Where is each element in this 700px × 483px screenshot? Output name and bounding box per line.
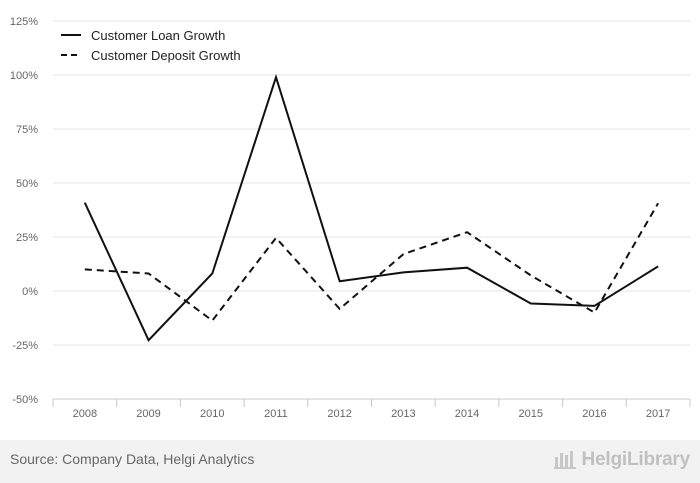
y-tick-label: 100% (10, 70, 38, 82)
series-line-customer-loan-growth (83, 73, 659, 342)
x-tick-label: 2014 (455, 408, 479, 420)
data-point (274, 75, 278, 79)
data-point (147, 338, 151, 342)
x-tick-label: 2015 (519, 408, 543, 420)
legend: Customer Loan Growth Customer Deposit Gro… (61, 28, 241, 63)
y-tick-label: -50% (12, 394, 38, 406)
x-axis (52, 398, 691, 407)
data-point (592, 311, 596, 315)
data-point (147, 272, 151, 276)
series-lines (83, 73, 660, 342)
x-tick-label: 2010 (200, 408, 224, 420)
y-tick-label: 50% (16, 178, 38, 190)
gridlines (53, 20, 690, 346)
data-point (210, 272, 214, 276)
footer: Source: Company Data, Helgi Analytics He… (0, 440, 700, 483)
helgi-library-logo: HelgiLibrary (553, 449, 691, 471)
data-point (465, 230, 469, 234)
x-tick-label: 2009 (136, 408, 160, 420)
y-tick-label: 75% (16, 124, 38, 136)
data-point (656, 201, 660, 205)
series-line-customer-deposit-growth (84, 202, 659, 322)
x-tick-label: 2012 (327, 408, 351, 420)
y-tick-label: 0% (22, 286, 38, 298)
data-point (656, 264, 660, 268)
x-tick-label: 2013 (391, 408, 415, 420)
x-tick-label: 2016 (582, 408, 606, 420)
logo-text: HelgiLibrary (581, 449, 691, 470)
data-point (401, 252, 405, 256)
x-tick-label: 2008 (73, 408, 97, 420)
data-point (210, 319, 214, 323)
y-tick-label: -25% (12, 340, 38, 352)
data-point (401, 270, 405, 274)
data-point (592, 304, 596, 308)
x-axis-tick-labels: 2008 2009 2010 2011 2012 2013 2014 2015 2016 2017 (73, 408, 671, 420)
data-point (338, 307, 342, 311)
legend-label: Customer Loan Growth (91, 28, 225, 43)
x-tick-label: 2011 (264, 408, 288, 420)
y-axis-tick-labels: -50% -25% 0% 25% 50% 75% 100% 125% (10, 16, 38, 406)
legend-label: Customer Deposit Growth (91, 48, 241, 63)
x-tick-label: 2017 (646, 408, 670, 420)
y-tick-label: 25% (16, 232, 38, 244)
line-chart: -50% -25% 0% 25% 50% 75% 100% 125% 2008 2009 2010… (10, 16, 691, 420)
data-point (529, 302, 533, 306)
data-point (529, 273, 533, 277)
data-point (274, 236, 278, 240)
y-tick-label: 125% (10, 16, 38, 28)
data-point (465, 266, 469, 270)
data-point (83, 201, 87, 205)
library-logo-icon (553, 451, 576, 469)
source-note: Source: Company Data, Helgi Analytics (10, 451, 255, 467)
data-point (338, 279, 342, 283)
data-point (83, 267, 87, 271)
